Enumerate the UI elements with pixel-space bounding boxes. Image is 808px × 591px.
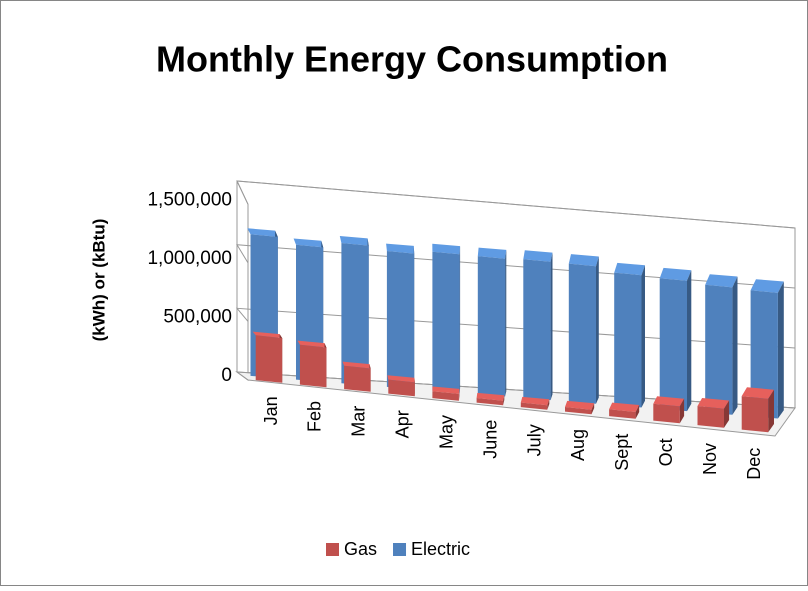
bar bbox=[523, 250, 552, 400]
bar-front bbox=[256, 335, 283, 383]
bar-side bbox=[732, 277, 737, 415]
bar-side bbox=[778, 282, 784, 419]
bar-front bbox=[660, 278, 687, 411]
x-tick-label: Nov bbox=[700, 443, 720, 475]
bar bbox=[298, 341, 327, 388]
bar-front bbox=[705, 285, 732, 415]
bar bbox=[432, 244, 460, 393]
bar-front bbox=[742, 396, 769, 432]
bar-front bbox=[523, 259, 550, 400]
bar bbox=[705, 274, 737, 415]
legend-swatch bbox=[326, 543, 339, 556]
x-tick-label: Aug bbox=[568, 429, 588, 461]
bar-side bbox=[596, 257, 599, 404]
bar bbox=[614, 263, 645, 408]
bar-front bbox=[569, 264, 596, 404]
x-tick-label: Dec bbox=[744, 448, 764, 480]
bar-front bbox=[388, 380, 415, 397]
y-axis-label: (kWh) or (kBtu) bbox=[89, 219, 108, 342]
bar bbox=[742, 387, 774, 432]
legend-swatch bbox=[393, 543, 406, 556]
bar-side bbox=[460, 246, 461, 393]
y-tick-label: 1,000,000 bbox=[147, 248, 232, 269]
x-tick-label: Feb bbox=[305, 401, 325, 432]
side-wall bbox=[237, 181, 248, 380]
bar-front bbox=[614, 273, 641, 408]
bar-front bbox=[300, 345, 327, 388]
y-tick-label: 1,500,000 bbox=[147, 189, 232, 210]
bar bbox=[343, 362, 371, 392]
x-tick-label: May bbox=[436, 415, 456, 449]
bar-side bbox=[687, 270, 691, 411]
legend-label: Electric bbox=[411, 539, 470, 559]
bar-front bbox=[698, 406, 725, 428]
y-tick-label: 0 bbox=[221, 365, 232, 386]
x-tick-label: Oct bbox=[656, 438, 676, 466]
x-tick-label: July bbox=[524, 424, 544, 456]
x-tick-label: Jan bbox=[261, 396, 281, 425]
bar bbox=[569, 254, 599, 404]
bar bbox=[478, 248, 507, 397]
chart-title: Monthly Energy Consumption bbox=[156, 39, 668, 80]
bar-front bbox=[387, 251, 414, 389]
y-tick-label: 500,000 bbox=[163, 306, 232, 327]
bar bbox=[698, 398, 730, 428]
bar bbox=[609, 403, 639, 419]
bar-front bbox=[344, 366, 371, 392]
bar-side bbox=[642, 265, 646, 407]
legend-label: Gas bbox=[344, 539, 377, 559]
bar-front bbox=[653, 404, 680, 424]
x-tick-label: Apr bbox=[392, 410, 412, 438]
x-tick-label: Mar bbox=[349, 406, 369, 437]
bar bbox=[660, 268, 692, 411]
bar bbox=[386, 244, 414, 390]
bar-side bbox=[551, 253, 553, 401]
bar bbox=[253, 332, 283, 383]
x-tick-label: June bbox=[480, 420, 500, 459]
bar-front bbox=[478, 256, 505, 396]
bar bbox=[653, 396, 684, 423]
bar bbox=[387, 375, 414, 396]
bar-front bbox=[432, 252, 459, 393]
bar-side bbox=[505, 250, 506, 397]
x-tick-label: Sept bbox=[612, 434, 632, 471]
